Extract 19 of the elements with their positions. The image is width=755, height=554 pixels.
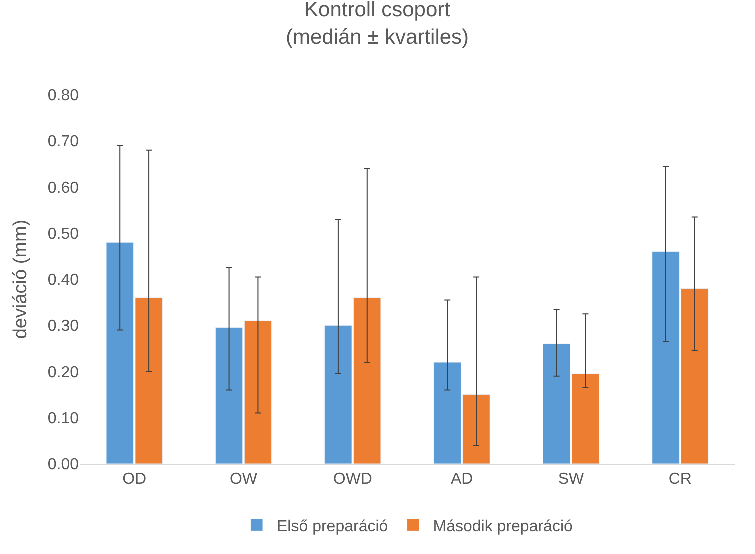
y-axis-title: deviáció (mm) [10, 220, 32, 340]
y-tick-label: 0.30 [48, 318, 80, 336]
x-tick-label: SW [558, 471, 586, 488]
y-tick-label: 0.40 [48, 272, 80, 290]
y-tick-label: 0.50 [48, 226, 80, 243]
x-tick-label: AD [450, 471, 474, 488]
legend-label: Második preparáció [433, 518, 573, 536]
y-tick-label: 0.80 [48, 88, 80, 105]
chart-title: Kontroll csoport (medián ± kvartiles) [286, 0, 470, 49]
legend-label: Első preparáció [277, 518, 388, 536]
x-tick-label: OD [122, 471, 147, 488]
y-tick-label: 0.00 [48, 456, 80, 474]
y-tick-label: 0.20 [48, 364, 80, 382]
x-tick-label: OWD [333, 471, 372, 488]
x-tick-label: CR [668, 471, 692, 488]
y-tick-label: 0.70 [48, 134, 80, 151]
x-tick-label: OW [230, 471, 258, 488]
y-tick-label: 0.10 [48, 410, 80, 428]
y-tick-label: 0.60 [48, 180, 80, 197]
